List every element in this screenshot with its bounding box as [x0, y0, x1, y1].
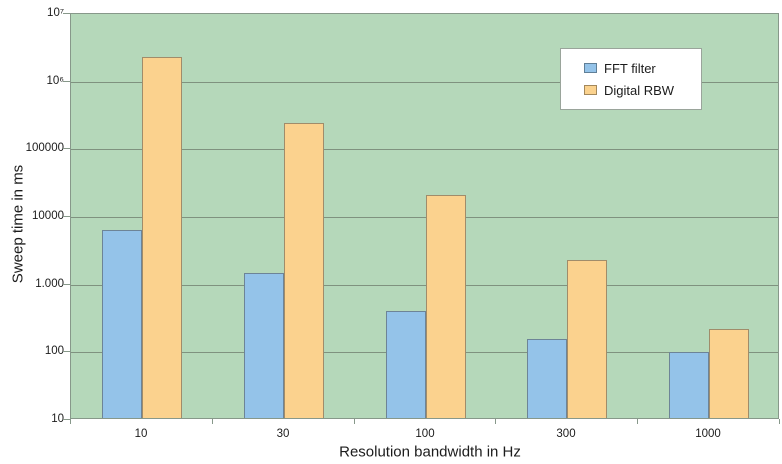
gridline [71, 149, 778, 150]
bar-fft-filter-100hz [385, 311, 426, 418]
y-axis-title: Sweep time in ms [9, 164, 27, 284]
x-tick-mark [779, 419, 780, 424]
gridline [71, 217, 778, 218]
bar-digital-rbw-10hz [141, 56, 182, 418]
bar-fft-filter-1000hz [669, 351, 710, 418]
y-tick-mark [63, 284, 70, 285]
digital-rbw-swatch-icon [584, 85, 597, 95]
bar-digital-rbw-300hz [567, 259, 608, 418]
x-tick-label: 10 [134, 428, 148, 440]
bar-fft-filter-300hz [527, 339, 568, 418]
y-tick-mark [63, 13, 70, 14]
bar-fft-filter-10hz [101, 230, 142, 418]
x-tick-mark [212, 419, 213, 424]
legend-label-fft-filter: FFT filter [604, 60, 656, 76]
bar-digital-rbw-100hz [425, 194, 466, 418]
y-tick-label: 100000 [25, 142, 64, 154]
y-tick-label: 100 [44, 345, 64, 357]
y-tick-label: 10 [51, 413, 64, 425]
legend: FFT filter Digital RBW [560, 48, 702, 110]
x-tick-mark [637, 419, 638, 424]
x-tick-label: 1000 [695, 428, 721, 440]
x-tick-mark [495, 419, 496, 424]
gridline [71, 82, 778, 83]
bar-digital-rbw-1000hz [709, 328, 750, 418]
gridline [71, 285, 778, 286]
bar-fft-filter-30hz [243, 272, 284, 418]
legend-item-digital-rbw: Digital RBW [584, 80, 701, 100]
y-tick-mark [63, 81, 70, 82]
y-tick-label: 1.000 [35, 278, 64, 290]
y-tick-label: 10⁷ [47, 7, 64, 19]
x-tick-label: 30 [276, 428, 290, 440]
legend-label-digital-rbw: Digital RBW [604, 82, 675, 98]
y-tick-mark [63, 419, 70, 420]
x-axis-title: Resolution bandwidth in Hz [339, 443, 521, 461]
x-tick-label: 100 [415, 428, 435, 440]
y-tick-label: 10⁶ [46, 75, 64, 87]
fft-filter-swatch-icon [584, 63, 597, 73]
x-tick-mark [354, 419, 355, 424]
x-tick-label: 300 [556, 428, 576, 440]
bar-digital-rbw-30hz [283, 122, 324, 418]
x-tick-mark [70, 419, 71, 424]
y-tick-mark [63, 351, 70, 352]
y-tick-mark [63, 148, 70, 149]
legend-item-fft-filter: FFT filter [584, 58, 701, 78]
y-tick-label: 10000 [32, 210, 64, 222]
y-tick-mark [63, 216, 70, 217]
